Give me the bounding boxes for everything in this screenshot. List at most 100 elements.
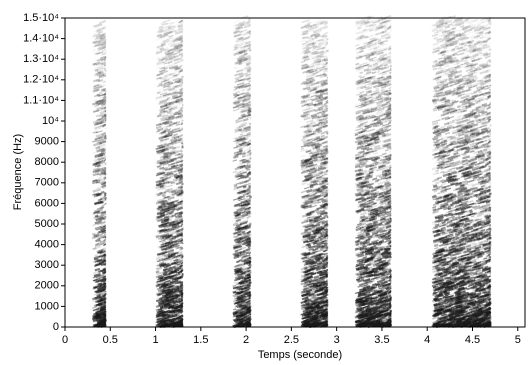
texture — [157, 294, 162, 297]
texture — [92, 44, 99, 48]
texture — [94, 215, 99, 218]
texture — [244, 175, 249, 179]
texture — [318, 121, 323, 125]
texture — [171, 141, 181, 146]
texture — [93, 179, 98, 182]
texture — [318, 95, 324, 99]
texture — [175, 84, 180, 87]
texture — [158, 75, 168, 80]
texture — [157, 35, 163, 39]
texture — [237, 297, 243, 302]
texture — [173, 74, 178, 77]
texture — [96, 106, 104, 111]
texture — [98, 218, 105, 222]
texture — [104, 168, 107, 172]
texture — [249, 56, 252, 59]
texture — [156, 150, 165, 155]
texture — [104, 278, 107, 281]
texture — [176, 251, 183, 256]
texture — [168, 265, 176, 269]
texture — [101, 124, 107, 128]
texture — [93, 85, 103, 90]
texture — [176, 246, 182, 250]
texture — [99, 140, 107, 145]
texture — [95, 70, 104, 76]
texture — [99, 83, 105, 85]
texture — [100, 121, 106, 125]
texture — [181, 138, 183, 139]
texture — [158, 145, 164, 149]
texture — [94, 153, 104, 159]
texture — [157, 187, 166, 192]
texture — [319, 171, 324, 175]
texture — [175, 258, 179, 262]
texture — [165, 228, 172, 232]
texture — [233, 66, 239, 70]
texture — [96, 206, 105, 210]
texture — [175, 34, 183, 39]
texture — [161, 129, 171, 134]
texture — [160, 262, 165, 267]
texture — [163, 195, 171, 199]
texture — [104, 323, 107, 326]
texture — [92, 222, 101, 226]
texture — [306, 279, 311, 284]
texture — [162, 235, 172, 241]
texture — [103, 300, 107, 304]
texture — [104, 101, 107, 104]
texture — [166, 279, 172, 284]
texture — [98, 38, 105, 43]
texture — [181, 91, 184, 95]
texture — [164, 246, 173, 251]
texture — [173, 249, 183, 255]
texture — [103, 89, 107, 93]
texture — [246, 142, 251, 146]
texture — [156, 211, 162, 216]
texture — [100, 254, 107, 259]
texture — [170, 244, 174, 247]
texture — [163, 198, 166, 199]
texture — [92, 316, 101, 321]
texture — [179, 55, 183, 56]
texture — [163, 205, 168, 208]
texture — [155, 182, 162, 186]
texture — [101, 168, 106, 171]
texture — [179, 68, 184, 72]
texture — [156, 293, 161, 297]
texture — [93, 158, 100, 162]
texture — [162, 38, 170, 42]
texture — [237, 216, 240, 217]
texture — [179, 237, 184, 241]
texture — [163, 215, 168, 219]
texture — [96, 172, 103, 176]
texture — [95, 231, 105, 236]
texture — [99, 275, 107, 280]
texture — [162, 76, 169, 81]
texture — [97, 250, 103, 254]
texture — [162, 250, 168, 254]
texture — [104, 166, 107, 169]
texture — [180, 174, 184, 178]
texture — [165, 145, 174, 151]
texture — [93, 210, 101, 214]
texture — [179, 246, 184, 250]
texture — [95, 133, 103, 138]
texture — [156, 29, 165, 34]
texture — [161, 283, 169, 288]
texture — [96, 259, 104, 263]
texture — [317, 46, 322, 50]
texture — [155, 52, 162, 56]
texture — [176, 232, 184, 237]
texture — [169, 212, 173, 216]
texture — [169, 146, 175, 150]
texture — [103, 158, 107, 162]
texture — [247, 159, 252, 162]
texture — [101, 115, 107, 119]
texture — [95, 113, 105, 118]
texture — [92, 61, 101, 66]
texture — [100, 106, 107, 111]
texture — [233, 281, 238, 284]
texture — [92, 308, 100, 312]
texture — [169, 58, 175, 62]
texture — [93, 121, 103, 126]
